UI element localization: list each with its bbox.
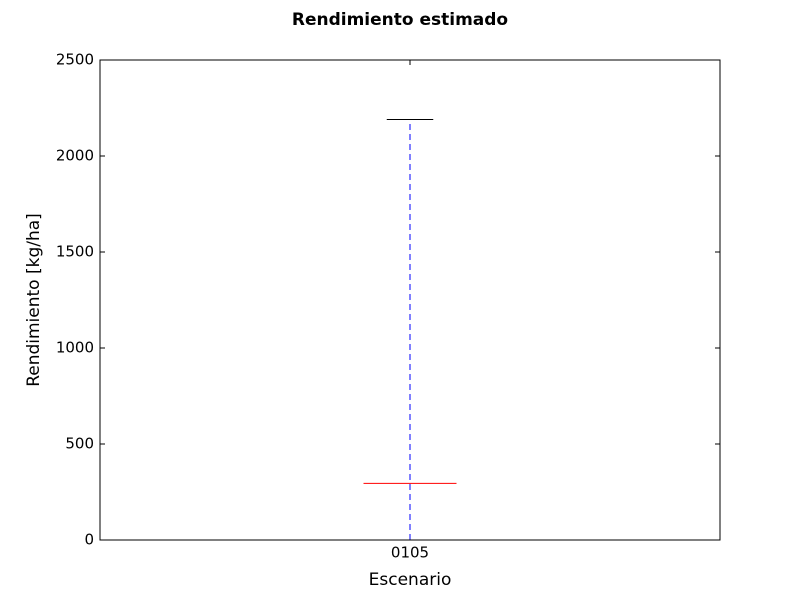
x-tick-label: 0105 (391, 544, 429, 562)
y-tick-label: 2500 (56, 51, 94, 69)
x-axis-label: Escenario (369, 570, 452, 590)
y-tick-label: 2000 (56, 147, 94, 165)
y-tick-label: 500 (65, 435, 94, 453)
y-tick-label: 1500 (56, 243, 94, 261)
y-tick-label: 1000 (56, 339, 94, 357)
chart-title: Rendimiento estimado (292, 10, 508, 30)
y-tick-label: 0 (84, 531, 94, 549)
y-axis-label: Rendimiento [kg/ha] (24, 213, 44, 387)
plot-frame (99, 59, 721, 541)
